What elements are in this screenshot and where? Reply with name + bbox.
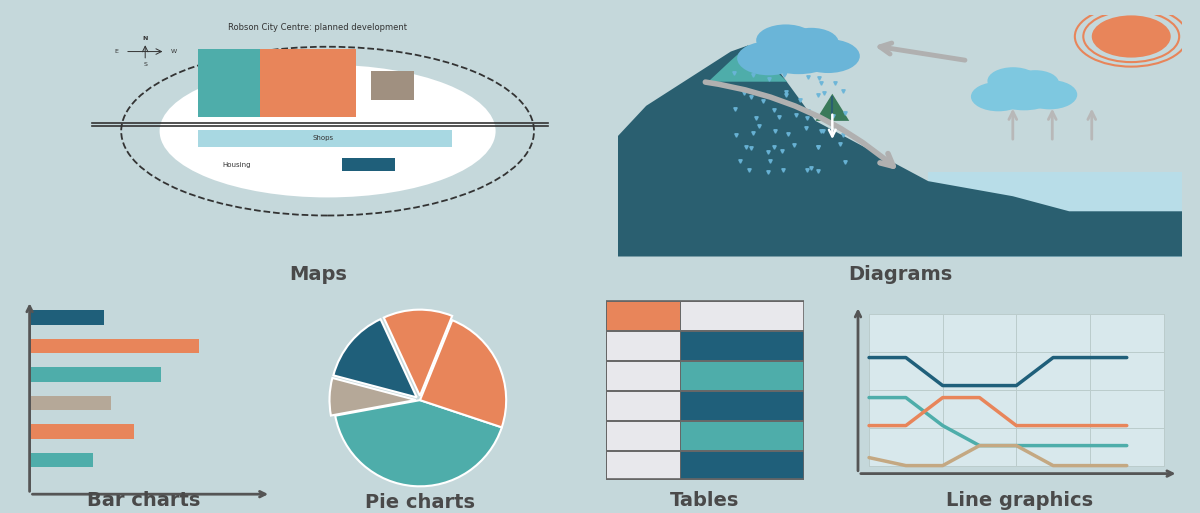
Text: W: W (170, 49, 178, 54)
Bar (680, 302, 804, 330)
Bar (606, 302, 680, 330)
Text: Line graphics: Line graphics (947, 490, 1093, 510)
Bar (606, 451, 680, 480)
Bar (606, 391, 680, 420)
Bar (680, 361, 804, 390)
Wedge shape (384, 310, 452, 396)
Bar (30, 339, 199, 353)
Bar (680, 391, 804, 420)
Wedge shape (330, 378, 415, 416)
Bar (929, 172, 1182, 256)
Circle shape (797, 39, 860, 73)
Circle shape (971, 82, 1026, 111)
Text: Housing: Housing (222, 162, 251, 168)
Circle shape (737, 42, 800, 75)
Bar (680, 451, 804, 480)
Bar (371, 71, 414, 100)
Wedge shape (334, 319, 416, 398)
Polygon shape (708, 46, 787, 82)
Ellipse shape (160, 65, 496, 198)
Bar (30, 310, 104, 325)
Polygon shape (618, 46, 1182, 256)
Text: E: E (114, 49, 119, 54)
Bar (30, 396, 112, 410)
Text: Maps: Maps (289, 265, 347, 284)
Bar (680, 331, 804, 360)
Bar (606, 331, 680, 360)
Circle shape (756, 25, 816, 56)
Circle shape (784, 28, 839, 57)
Bar (680, 421, 804, 449)
Text: N: N (143, 36, 148, 41)
Circle shape (1012, 70, 1058, 95)
Bar (198, 130, 452, 147)
Text: S: S (143, 62, 148, 67)
Bar (869, 313, 1164, 466)
Circle shape (988, 71, 1061, 110)
Polygon shape (816, 94, 850, 121)
Text: Bar charts: Bar charts (88, 490, 200, 510)
Text: Diagrams: Diagrams (848, 265, 952, 284)
Text: Pie charts: Pie charts (365, 493, 475, 512)
Bar (30, 367, 161, 382)
Circle shape (1092, 15, 1171, 57)
Text: Shops: Shops (312, 135, 334, 141)
Bar (198, 49, 260, 116)
Bar (342, 157, 395, 171)
Bar (260, 49, 356, 116)
Bar (30, 424, 133, 439)
Bar (606, 361, 680, 390)
Circle shape (988, 67, 1039, 95)
Wedge shape (420, 320, 506, 427)
Bar (606, 421, 680, 449)
Text: Robson City Centre: planned development: Robson City Centre: planned development (228, 23, 408, 32)
Circle shape (756, 29, 841, 74)
Bar (30, 452, 92, 467)
Wedge shape (335, 400, 502, 486)
Text: Tables: Tables (671, 490, 739, 510)
Circle shape (1022, 80, 1078, 109)
